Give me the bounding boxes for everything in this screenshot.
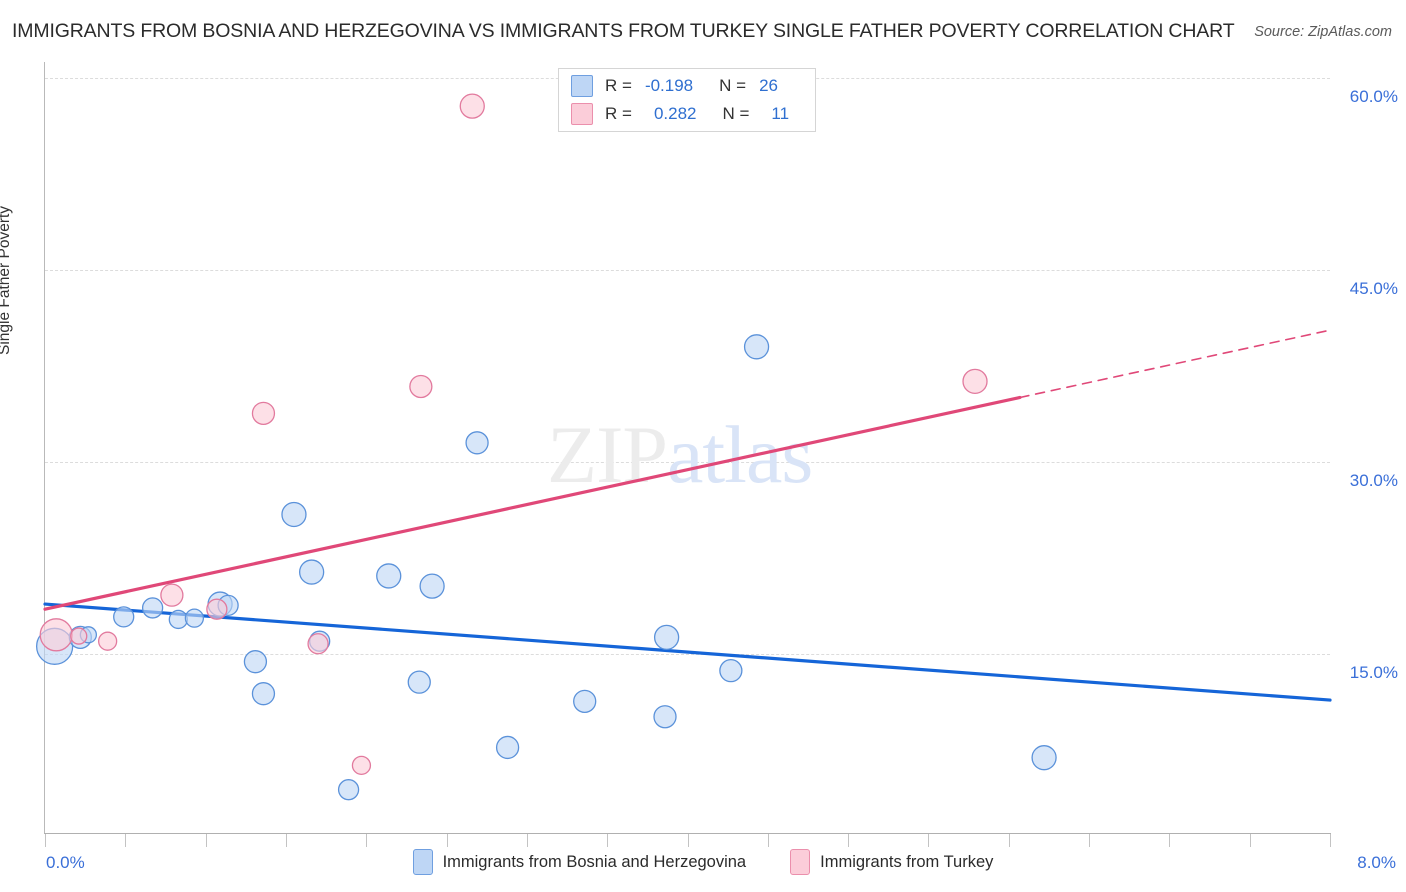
legend-swatch-bosnia [412, 849, 433, 875]
data-point[interactable] [141, 597, 164, 619]
x-axis-tick [767, 834, 769, 847]
x-axis-tick [928, 834, 930, 847]
page-title: IMMIGRANTS FROM BOSNIA AND HERZEGOVINA V… [12, 20, 1235, 42]
y-axis-line [44, 62, 45, 834]
x-axis-max-label: 8.0% [1357, 853, 1396, 872]
data-point[interactable] [160, 583, 184, 607]
y-tick-label: 45.0% [1349, 279, 1398, 298]
x-axis-min-label: 0.0% [46, 853, 85, 872]
gridline-45.0% [45, 270, 1330, 271]
trendline-solid [43, 395, 1022, 611]
data-point[interactable] [573, 689, 597, 714]
data-point[interactable] [351, 755, 372, 776]
x-axis-tick [526, 834, 528, 847]
stats-swatch-bosnia [571, 75, 593, 97]
y-tick-label: 60.0% [1349, 87, 1398, 106]
data-point[interactable] [251, 682, 276, 706]
data-point[interactable] [39, 618, 73, 652]
legend-label-bosnia: Immigrants from Bosnia and Herzegovina [442, 852, 747, 871]
data-point[interactable] [419, 573, 445, 599]
data-point[interactable] [962, 368, 988, 395]
trendline-solid [43, 602, 1332, 702]
data-point[interactable] [97, 631, 118, 651]
data-point[interactable] [243, 650, 268, 674]
legend-item-bosnia[interactable]: Immigrants from Bosnia and Herzegovina [412, 849, 747, 875]
x-axis-tick [1089, 834, 1091, 847]
x-axis-tick [285, 834, 287, 847]
data-point[interactable] [1031, 745, 1057, 771]
data-point[interactable] [206, 598, 228, 620]
source-label: Source: ZipAtlas.com [1254, 24, 1392, 40]
data-point[interactable] [337, 779, 360, 801]
stats-r-value-bosnia: -0.198 [644, 76, 694, 95]
data-point[interactable] [743, 334, 770, 360]
x-axis-tick [607, 834, 609, 847]
x-axis-tick [366, 834, 368, 847]
data-point[interactable] [719, 658, 743, 683]
stats-swatch-turkey [571, 103, 593, 125]
gridline-15.0% [45, 654, 1330, 655]
data-point[interactable] [653, 624, 680, 651]
stats-n-label-bosnia: N = [719, 76, 747, 95]
legend-swatch-turkey [790, 849, 811, 875]
data-point[interactable] [70, 627, 88, 645]
x-axis-tick [1008, 834, 1010, 847]
data-point[interactable] [653, 705, 677, 729]
data-point[interactable] [113, 606, 135, 628]
x-axis-tick [1249, 834, 1251, 847]
stats-n-value-bosnia: 26 [759, 76, 778, 95]
stats-r-label-turkey: R = [605, 104, 632, 123]
data-point[interactable] [376, 563, 402, 589]
data-point[interactable] [298, 559, 325, 585]
legend-item-turkey[interactable]: Immigrants from Turkey [790, 849, 993, 875]
datapoints-group [35, 93, 1057, 801]
correlation-stats-box: R = -0.198 N = 26 R = 0.282 N = 11 [558, 68, 816, 132]
data-point[interactable] [407, 670, 431, 694]
data-point[interactable] [281, 501, 307, 528]
x-axis-tick [205, 834, 207, 847]
data-point[interactable] [168, 609, 188, 630]
x-axis-tick [848, 834, 850, 847]
stats-r-label-bosnia: R = [605, 76, 632, 95]
stats-row-turkey: R = 0.282 N = 11 [571, 100, 789, 128]
x-axis-tick [45, 834, 46, 847]
legend-label-turkey: Immigrants from Turkey [820, 852, 994, 871]
y-tick-label: 15.0% [1349, 663, 1398, 682]
data-point[interactable] [459, 93, 485, 119]
stats-n-value-turkey: 11 [771, 104, 790, 123]
stats-n-label-turkey: N = [722, 104, 750, 123]
data-point[interactable] [495, 735, 520, 760]
x-axis-tick [687, 834, 689, 847]
x-axis-tick [1169, 834, 1171, 847]
data-point[interactable] [184, 608, 205, 628]
data-point[interactable] [307, 633, 329, 655]
x-axis-line [44, 833, 1331, 834]
data-point[interactable] [465, 431, 489, 455]
gridline-30.0% [45, 462, 1330, 463]
data-point[interactable] [251, 401, 276, 426]
data-point[interactable] [409, 374, 433, 399]
x-axis-tick [125, 834, 127, 847]
stats-row-bosnia: R = -0.198 N = 26 [571, 72, 778, 100]
trendline-dashed [1019, 329, 1331, 399]
trendlines-group [43, 329, 1332, 702]
x-axis-tick [1330, 834, 1331, 847]
x-axis-tick [446, 834, 448, 847]
stats-r-value-turkey: 0.282 [653, 104, 697, 123]
y-tick-label: 30.0% [1349, 471, 1398, 490]
series-legend: Immigrants from Bosnia and Herzegovina I… [0, 849, 1406, 875]
